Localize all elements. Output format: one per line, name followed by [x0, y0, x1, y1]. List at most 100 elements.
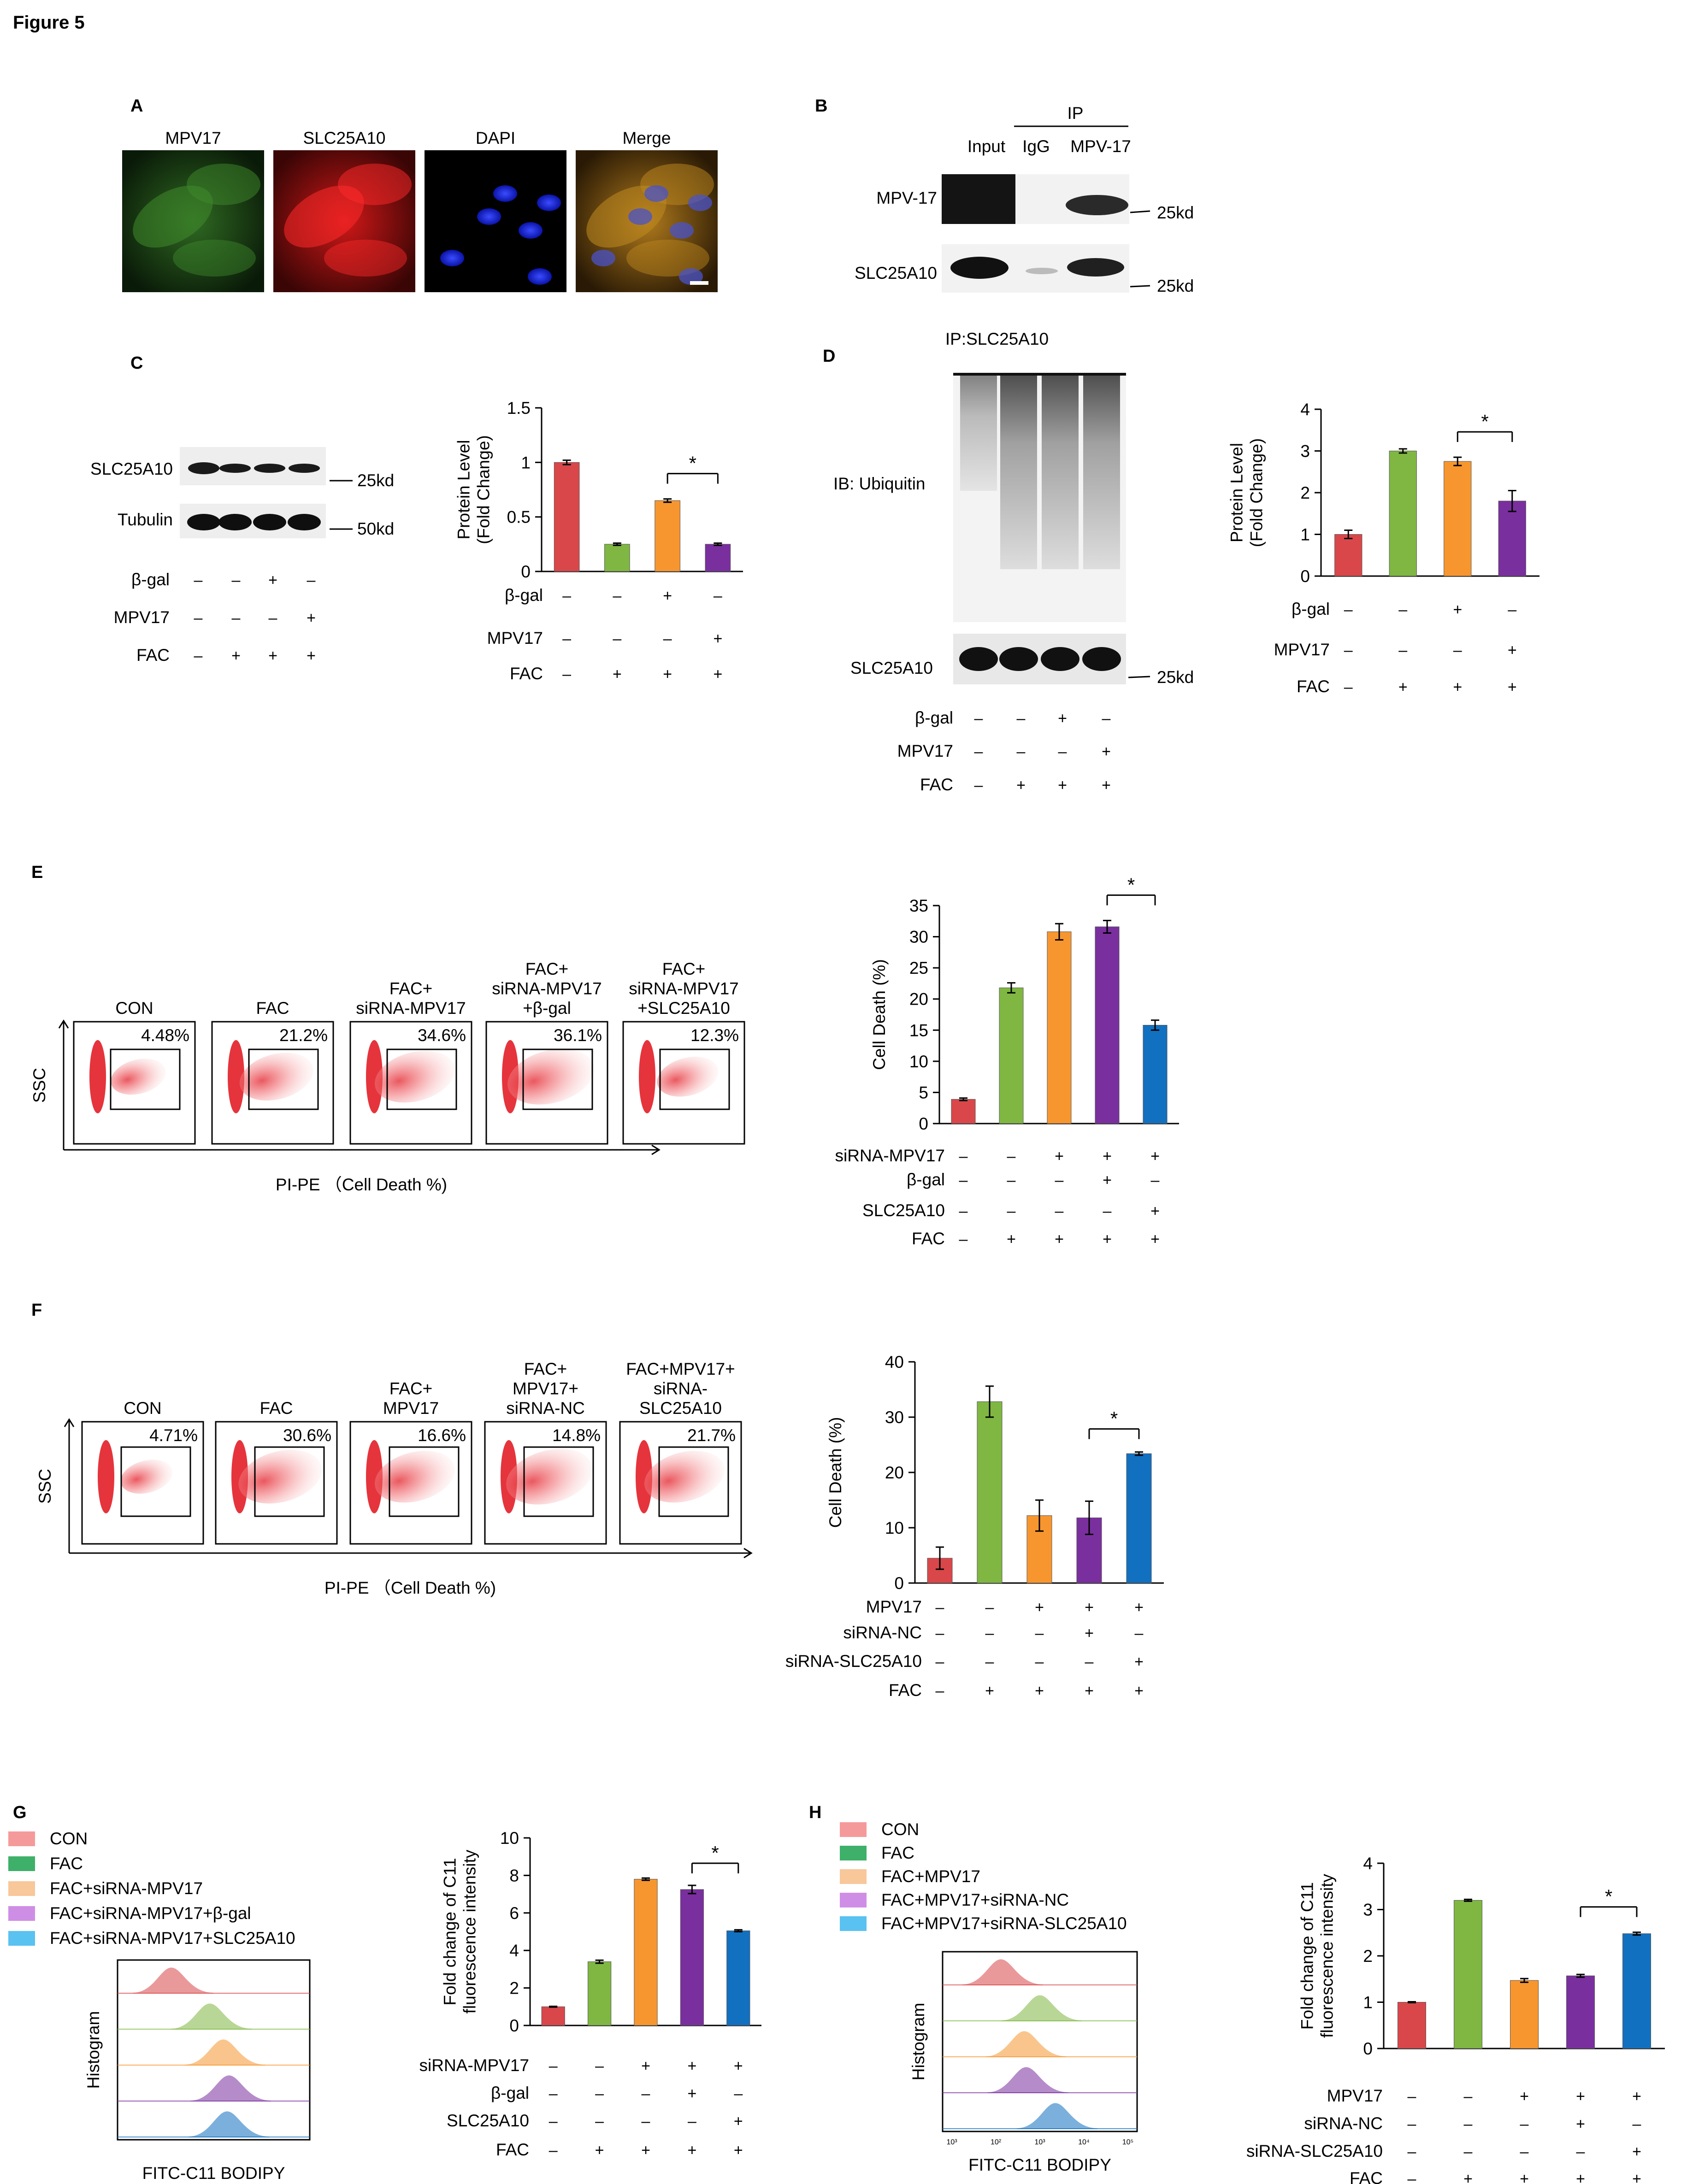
condition-mark: –	[1103, 1202, 1112, 1220]
y-tick-label: 25	[909, 959, 928, 977]
ip-label: IP	[1068, 104, 1084, 123]
condition-mark: +	[1058, 710, 1067, 727]
bar	[1444, 461, 1472, 577]
condition-mark: +	[663, 665, 672, 683]
condition-mark: +	[1520, 2170, 1529, 2184]
bar	[1622, 1933, 1651, 2049]
condition-mark: +	[713, 630, 722, 648]
condition-mark: –	[562, 587, 571, 605]
condition-mark: –	[194, 571, 203, 589]
gate-box	[659, 1048, 730, 1110]
condition-mark: +	[1134, 1599, 1144, 1616]
condition-mark: –	[959, 1171, 968, 1189]
condition-mark: +	[1102, 777, 1111, 794]
condition-mark: +	[1055, 1230, 1064, 1248]
condition-mark: +	[1035, 1599, 1044, 1616]
bar	[1454, 1900, 1482, 2049]
condition-mark: +	[1576, 2115, 1585, 2133]
condition-label: FAC	[510, 664, 543, 683]
bar	[1126, 1453, 1152, 1584]
condition-mark: +	[595, 2142, 604, 2159]
panel-letter-A: A	[130, 96, 143, 116]
condition-label: FAC	[912, 1229, 945, 1248]
condition-mark: –	[307, 571, 316, 589]
histogram-x-label: FITC-C11 BODIPY	[968, 2155, 1111, 2174]
condition-label: MPV17	[897, 742, 953, 760]
density-cloud	[506, 1448, 593, 1505]
gate-box	[522, 1048, 593, 1110]
condition-mark: –	[688, 2113, 696, 2130]
band-igg	[1026, 268, 1058, 274]
condition-mark: –	[936, 1599, 944, 1616]
condition-mark: –	[1398, 601, 1407, 618]
band-input	[950, 257, 1009, 279]
legend-swatch	[8, 1831, 35, 1846]
condition-mark: +	[1520, 2088, 1529, 2105]
legend-swatch	[8, 1856, 35, 1871]
condition-mark: –	[1344, 642, 1353, 659]
condition-mark: –	[595, 2113, 604, 2130]
histogram-tick-label: 10²	[991, 2138, 1002, 2146]
condition-mark: –	[936, 1653, 944, 1671]
channel-label-slc25a10: SLC25A10	[303, 129, 386, 147]
density-cloud	[120, 1460, 173, 1494]
condition-label: FAC	[889, 1681, 922, 1700]
condition-mark: +	[1085, 1625, 1094, 1642]
histogram-peak	[189, 2111, 269, 2137]
flow-plot-0: 4.71%	[81, 1421, 204, 1545]
band	[289, 464, 320, 473]
histogram-peak	[987, 2067, 1068, 2093]
bar	[554, 462, 580, 572]
condition-mark: –	[1017, 710, 1026, 727]
condition-mark: –	[1344, 678, 1353, 696]
condition-mark: –	[714, 587, 722, 605]
panel-letter-F: F	[31, 1301, 42, 1320]
row-label-tubulin: Tubulin	[118, 510, 173, 529]
condition-mark: +	[641, 2142, 650, 2159]
flow-plot-2: 16.6%	[349, 1421, 472, 1545]
nucleus	[528, 268, 552, 285]
bar-chart-E: 0 5 10 15 20 25 30 35 Cell Death (%) * siRNA-MPV17…	[835, 874, 1179, 1248]
condition-mark: –	[549, 2057, 558, 2075]
condition-mark: –	[959, 1148, 968, 1165]
condition-mark: +	[1508, 678, 1517, 696]
condition-mark: +	[1016, 777, 1026, 794]
y-tick-label: 6	[509, 1904, 519, 1923]
histogram-tick-label: 10³	[1034, 2138, 1045, 2146]
band-mpv17	[1067, 258, 1124, 277]
condition-mark: +	[687, 2142, 696, 2159]
condition-mark: +	[1632, 2088, 1641, 2105]
bar-chart-H: 0 1 2 3 4 Fold change of C11fluorescence inte…	[1246, 1854, 1665, 2184]
condition-label: FAC	[136, 646, 170, 665]
ubiquitin-smear	[1042, 376, 1079, 569]
flow-y-label: SSC	[35, 1469, 54, 1504]
condition-mark: –	[549, 2113, 558, 2130]
condition-mark: +	[1508, 642, 1517, 659]
marker-25kd: 25kd	[1157, 668, 1194, 687]
gate-percent: 4.48%	[141, 1026, 189, 1045]
density-core	[366, 1040, 383, 1113]
y-tick-label: 0	[509, 2016, 519, 2035]
band	[187, 514, 220, 530]
condition-mark: –	[562, 630, 571, 648]
band	[188, 462, 219, 474]
cell-shape	[586, 185, 667, 248]
condition-mark: –	[1151, 1171, 1160, 1189]
legend-label: CON	[50, 1829, 88, 1848]
micrograph-0	[122, 150, 264, 292]
legend-swatch	[840, 1846, 867, 1860]
nucleus	[537, 194, 561, 211]
y-tick-label: 0	[894, 1574, 904, 1593]
legend-label: FAC+siRNA-MPV17+β-gal	[50, 1904, 251, 1923]
y-tick-label: 15	[909, 1021, 928, 1040]
flow-x-label: PI-PE （Cell Death %)	[324, 1578, 496, 1597]
condition-mark: –	[642, 2113, 650, 2130]
density-cloud	[374, 1451, 455, 1503]
cell-shape	[338, 164, 412, 205]
ib-label: IB: Ubiquitin	[833, 474, 926, 493]
gate-percent: 16.6%	[418, 1426, 466, 1445]
group-label: FAC+ siRNA-MPV17	[356, 979, 466, 1018]
marker-25kd: 25kd	[1157, 203, 1194, 222]
condition-label: β-gal	[1292, 600, 1330, 618]
